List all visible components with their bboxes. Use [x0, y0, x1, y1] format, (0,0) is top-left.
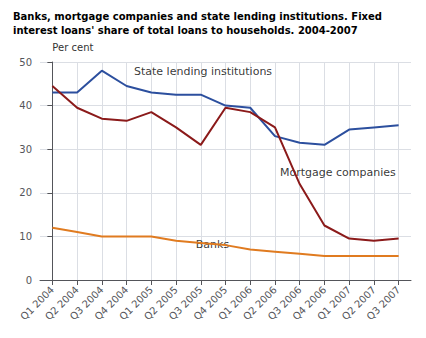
svg-text:0: 0	[26, 275, 32, 286]
svg-text:10: 10	[19, 231, 32, 242]
svg-text:Q2 2004: Q2 2004	[42, 284, 81, 323]
svg-text:Q4 2005: Q4 2005	[191, 284, 230, 323]
svg-text:20: 20	[19, 187, 32, 198]
svg-text:Q2 2007: Q2 2007	[339, 284, 378, 323]
svg-text:Q1 2007: Q1 2007	[315, 284, 354, 323]
svg-text:Q3 2004: Q3 2004	[67, 284, 106, 323]
svg-text:50: 50	[19, 57, 32, 68]
svg-text:30: 30	[19, 144, 32, 155]
svg-text:Q2 2005: Q2 2005	[141, 284, 180, 323]
svg-text:Q3 2006: Q3 2006	[265, 284, 304, 323]
svg-text:Q1 2004: Q1 2004	[18, 284, 57, 323]
svg-text:Per cent: Per cent	[52, 42, 93, 53]
svg-text:40: 40	[19, 100, 32, 111]
svg-text:Q3 2007: Q3 2007	[364, 284, 402, 322]
svg-text:Q4 2004: Q4 2004	[92, 284, 131, 323]
svg-text:Banks, mortgage companies and: Banks, mortgage companies and state lend…	[13, 11, 382, 22]
svg-text:Q1 2005: Q1 2005	[117, 284, 156, 323]
svg-text:Q4 2006: Q4 2006	[290, 284, 329, 323]
svg-text:interest loans' share of total: interest loans' share of total loans to …	[13, 25, 358, 36]
svg-text:Q2 2006: Q2 2006	[240, 284, 279, 323]
svg-text:Q1 2006: Q1 2006	[216, 284, 255, 323]
svg-text:Banks: Banks	[195, 238, 230, 252]
svg-text:Q3 2005: Q3 2005	[166, 284, 205, 323]
svg-text:Mortgage companies: Mortgage companies	[279, 165, 396, 179]
svg-text:State lending institutions: State lending institutions	[134, 65, 272, 78]
